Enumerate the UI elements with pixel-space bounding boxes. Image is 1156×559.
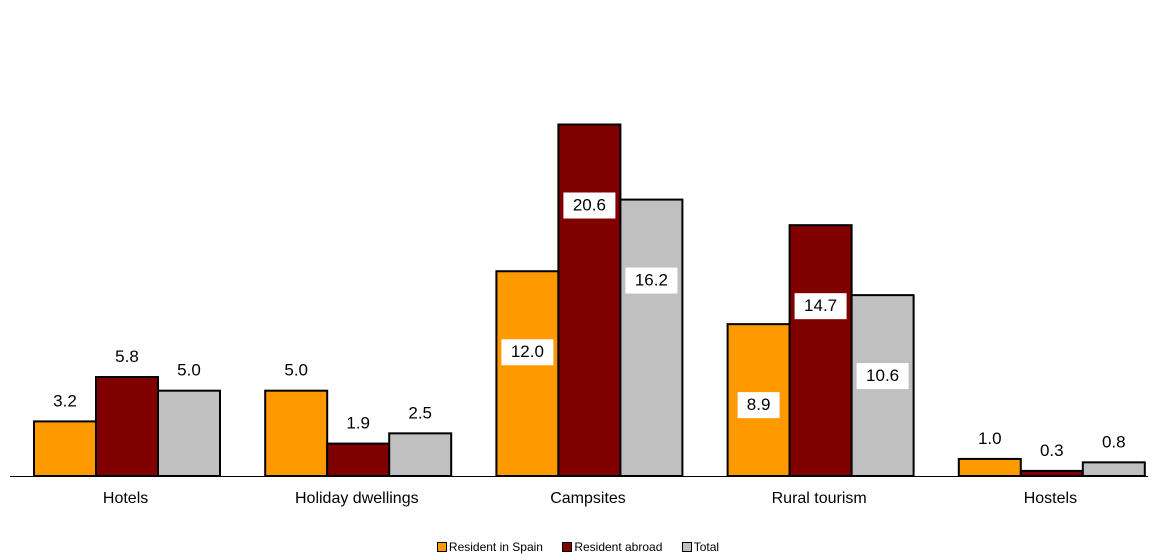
bar-campsites-resident-abroad (557, 123, 622, 477)
value-label-hostels-resident-abroad: 0.3 (1040, 441, 1064, 460)
bar-hotels-resident-abroad (95, 376, 159, 477)
legend-swatch-resident-abroad (562, 542, 573, 552)
bar-hotels-resident-in-spain (33, 420, 97, 477)
bar-rural-tourism-resident-abroad (788, 224, 853, 477)
bar-hostels-resident-abroad (1019, 469, 1084, 478)
legend-item-resident-abroad: Resident abroad (562, 540, 662, 554)
category-labels: Hotels Holiday dwellings Campsites Rural to… (103, 490, 1077, 507)
value-label-bg-rural-tourism-resident-in-spain (737, 392, 780, 419)
value-label-hotels-resident-abroad: 5.8 (115, 347, 139, 366)
bar-holiday-dwellings-resident-abroad (326, 442, 391, 477)
value-label-rural-tourism-resident-in-spain: 8.9 (747, 395, 771, 414)
category-label-rural-tourism: Rural tourism (772, 490, 867, 507)
value-label-campsites-resident-in-spain: 12.0 (511, 342, 544, 361)
value-label-campsites-total: 16.2 (635, 271, 668, 290)
value-label-holiday-dwellings-total: 2.5 (408, 403, 432, 422)
bar-hostels-resident-in-spain (957, 457, 1022, 477)
value-label-holiday-dwellings-resident-in-spain: 5.0 (284, 361, 308, 380)
bar-campsites-resident-in-spain (495, 270, 560, 477)
legend-label-resident-abroad: Resident abroad (574, 540, 663, 554)
value-label-campsites-resident-abroad: 20.6 (573, 195, 606, 214)
value-label-rural-tourism-resident-abroad: 14.7 (804, 296, 837, 315)
value-label-holiday-dwellings-resident-abroad: 1.9 (346, 414, 370, 433)
bar-campsites-total (619, 198, 684, 477)
value-label-hotels-resident-in-spain: 3.2 (53, 391, 77, 410)
value-label-bg-campsites-total (625, 267, 678, 294)
value-labels: 3.2 5.8 5.0 5.0 1.9 2.5 12.0 20.6 16.2 8.9 14.7 10.… (53, 192, 1126, 460)
category-label-hostels: Hostels (1024, 490, 1077, 507)
value-label-bg-rural-tourism-total (856, 363, 909, 390)
category-label-holiday-dwellings: Holiday dwellings (295, 490, 419, 507)
category-label-hotels: Hotels (103, 490, 148, 507)
bars-layer (33, 123, 1146, 478)
bar-holiday-dwellings-resident-in-spain (264, 389, 329, 478)
legend-swatch-resident-in-spain (436, 542, 447, 552)
legend-swatch-total (681, 542, 692, 552)
legend: Resident in Spain Resident abroad Total (0, 540, 1156, 555)
value-label-hostels-total: 0.8 (1102, 432, 1126, 451)
value-label-bg-campsites-resident-in-spain (501, 339, 554, 366)
value-label-hotels-total: 5.0 (177, 361, 201, 380)
legend-item-resident-in-spain: Resident in Spain (436, 540, 543, 554)
bar-chart: Hotels Holiday dwellings Campsites Rural to… (10, 123, 1148, 507)
legend-label-total: Total (693, 540, 720, 554)
bar-hostels-total (1081, 461, 1146, 478)
value-label-bg-campsites-resident-abroad (563, 192, 616, 219)
category-label-campsites: Campsites (550, 490, 626, 507)
value-label-bg-rural-tourism-resident-abroad (794, 293, 847, 320)
value-label-hostels-resident-in-spain: 1.0 (978, 429, 1002, 448)
value-label-rural-tourism-total: 10.6 (866, 366, 899, 385)
bar-holiday-dwellings-total (388, 432, 453, 478)
bar-hotels-total (157, 389, 221, 478)
legend-label-resident-in-spain: Resident in Spain (448, 540, 543, 554)
legend-item-total: Total (681, 540, 720, 554)
